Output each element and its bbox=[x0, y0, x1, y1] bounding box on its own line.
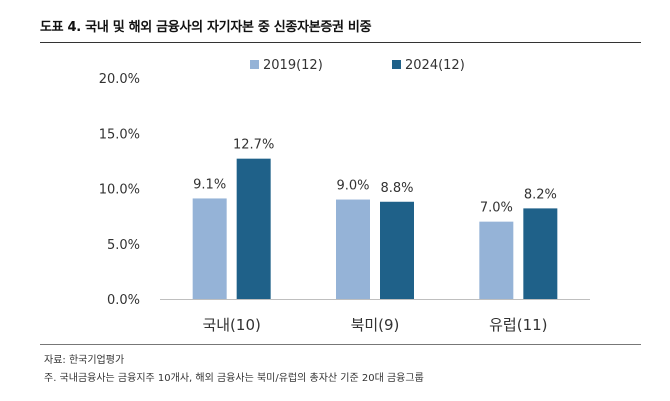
bar bbox=[479, 221, 514, 299]
data-labels: 9.1% 12.7% 9.0% 8.8% 7.0% 8.2% bbox=[193, 138, 557, 216]
bar bbox=[523, 208, 558, 299]
data-label: 9.1% bbox=[193, 177, 226, 192]
data-label: 8.2% bbox=[524, 187, 557, 202]
legend-swatch bbox=[392, 60, 401, 69]
chart-title: 도표 4. 국내 및 해외 금융사의 자기자본 중 신종자본증권 비중 bbox=[40, 20, 372, 35]
legend-label: 2024(12) bbox=[405, 58, 465, 73]
x-axis: 국내(10) 북미(9) 유럽(11) bbox=[160, 299, 590, 334]
title-divider bbox=[40, 42, 641, 43]
bar bbox=[380, 201, 414, 299]
data-label: 9.0% bbox=[336, 179, 369, 194]
legend-label: 2019(12) bbox=[263, 58, 323, 73]
bar bbox=[236, 158, 271, 299]
data-label: 7.0% bbox=[480, 201, 513, 216]
y-tick-label: 5.0% bbox=[107, 238, 140, 253]
x-tick-label: 국내(10) bbox=[202, 316, 260, 334]
bar-series bbox=[192, 158, 558, 299]
y-tick-label: 20.0% bbox=[99, 72, 140, 87]
x-tick-label: 유럽(11) bbox=[489, 316, 547, 334]
bar bbox=[192, 198, 227, 299]
x-tick-label: 북미(9) bbox=[351, 316, 400, 334]
y-tick-label: 15.0% bbox=[99, 127, 140, 142]
y-tick-label: 10.0% bbox=[99, 183, 140, 198]
legend-swatch bbox=[250, 60, 259, 69]
footer-divider bbox=[40, 344, 641, 345]
data-label: 8.8% bbox=[380, 181, 413, 196]
y-tick-label: 0.0% bbox=[107, 293, 140, 308]
bar-chart: 2019(12) 2024(12) 0.0% 5.0% 10.0% 15.0% 20.0%… bbox=[99, 58, 590, 334]
data-label: 12.7% bbox=[233, 138, 274, 153]
bar bbox=[336, 199, 370, 299]
y-axis: 0.0% 5.0% 10.0% 15.0% 20.0% bbox=[99, 72, 140, 308]
chart-legend: 2019(12) 2024(12) bbox=[250, 58, 465, 73]
footnote-text: 주. 국내금융사는 금융지주 10개사, 해외 금융사는 북미/유럽의 총자산 … bbox=[44, 373, 424, 384]
source-text: 자료: 한국기업평가 bbox=[44, 355, 125, 366]
